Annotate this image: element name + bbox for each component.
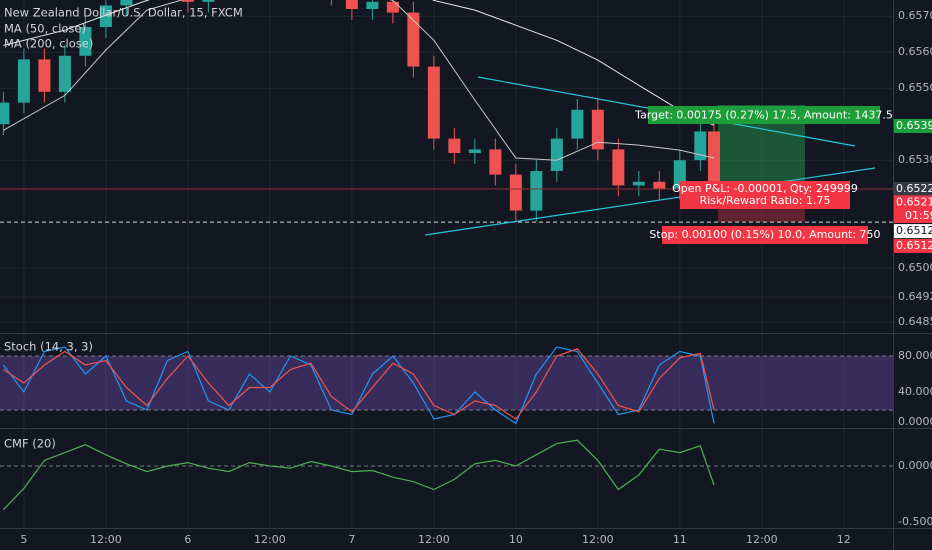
candle-body — [120, 0, 133, 6]
y-tick-label: 0.64920 — [898, 290, 932, 303]
series-line — [2, 346, 715, 425]
rr-label: Risk/Reward Ratio: 1.75 — [700, 194, 831, 207]
x-tick-label: 12:00 — [254, 533, 286, 546]
legend-entry: MA (50, close) — [4, 22, 86, 36]
series-line — [3, 348, 715, 420]
candle-body — [345, 0, 358, 9]
y-tick-label: 0.65600 — [898, 45, 932, 58]
candle-body — [427, 66, 440, 139]
x-tick-label: 11 — [673, 533, 687, 546]
candle-body — [550, 138, 563, 171]
x-tick-label: 6 — [184, 533, 191, 546]
y-tick-label: 0.0000 — [898, 415, 932, 428]
x-tick-label: 5 — [20, 533, 27, 546]
price-label: 0.65128 — [896, 224, 932, 237]
price-label-box — [894, 239, 932, 253]
price-label-box — [894, 224, 932, 239]
price-label-box — [894, 119, 932, 133]
cmf-pane — [0, 439, 893, 511]
series-line — [3, 0, 715, 126]
candle-body — [79, 27, 92, 56]
y-tick-label: 0.65000 — [898, 261, 932, 274]
price-label-box — [894, 182, 932, 196]
pane-title: CMF (20) — [4, 437, 56, 451]
pnl-label-box — [680, 181, 850, 209]
candle-body — [202, 0, 215, 2]
legend-entry: MA (200, close) — [4, 37, 93, 51]
price-label-box — [894, 195, 932, 210]
candle-body — [366, 1, 379, 9]
x-tick-label: 12 — [837, 533, 851, 546]
candle-body — [448, 138, 461, 153]
y-tick-label: 40.0000 — [898, 385, 932, 398]
x-tick-label: 12:00 — [582, 533, 614, 546]
y-tick-label: 0.65300 — [898, 153, 932, 166]
series-line — [2, 439, 715, 511]
candle-body — [468, 149, 481, 153]
candle-body — [58, 55, 71, 92]
x-tick-label: 10 — [509, 533, 523, 546]
countdown-box — [894, 209, 932, 223]
x-tick-label: 12:00 — [746, 533, 778, 546]
stoch-band — [0, 355, 893, 410]
candle-body — [38, 59, 51, 92]
chart-title: New Zealand Dollar/U.S. Dollar, 15, FXCM — [4, 6, 243, 20]
y-tick-label: 0.65700 — [898, 9, 932, 22]
candle-body — [99, 5, 112, 28]
candle-body — [407, 12, 420, 67]
candle-body — [707, 131, 720, 189]
y-tick-label: 80.0000 — [898, 349, 932, 362]
pane-title: Stoch (14, 3, 3) — [4, 340, 93, 354]
price-pane — [0, 0, 893, 223]
axes: 5 12:00 6 12:00 7 12:00 10 12:00 11 12:00 12 0.657 0… — [20, 9, 932, 546]
stop-label: Stop: 0.00100 (0.15%) 10.0, Amount: 750 — [649, 228, 880, 241]
price-label: 0.65395 — [896, 119, 932, 132]
series-line — [3, 0, 715, 161]
y-tick-label: -0.5000 — [898, 515, 932, 528]
y-tick-label: 0.0000 — [898, 459, 932, 472]
candle-body — [530, 171, 543, 211]
x-tick-label: 7 — [348, 533, 355, 546]
candle-body — [0, 102, 10, 125]
candle-body — [632, 181, 645, 186]
candle-body — [571, 109, 584, 139]
candle-body — [181, 0, 194, 2]
x-tick-label: 12:00 — [418, 533, 450, 546]
stop-label-box — [662, 226, 868, 244]
target-label: Target: 0.00175 (0.27%) 17.5, Amount: 14… — [634, 109, 893, 122]
candle-body — [17, 59, 30, 103]
stoch-pane — [0, 346, 893, 425]
candle-body — [653, 181, 666, 189]
target-label-box — [648, 106, 880, 124]
candle-body — [612, 149, 625, 186]
trend-line — [424, 167, 876, 236]
candle-body — [386, 1, 399, 13]
candle-body — [489, 149, 502, 175]
countdown: 01:59 — [905, 209, 932, 222]
price-label: 0.65219 — [896, 195, 932, 208]
candle-body — [509, 174, 522, 211]
candle-body — [694, 131, 707, 161]
x-tick-label: 12:00 — [90, 533, 122, 546]
candle-body — [591, 109, 604, 150]
y-tick-label: 0.64850 — [898, 315, 932, 328]
pnl-label: Open P&L: -0.00001, Qty: 249999 — [672, 182, 858, 195]
y-tick-label: 0.65500 — [898, 81, 932, 94]
